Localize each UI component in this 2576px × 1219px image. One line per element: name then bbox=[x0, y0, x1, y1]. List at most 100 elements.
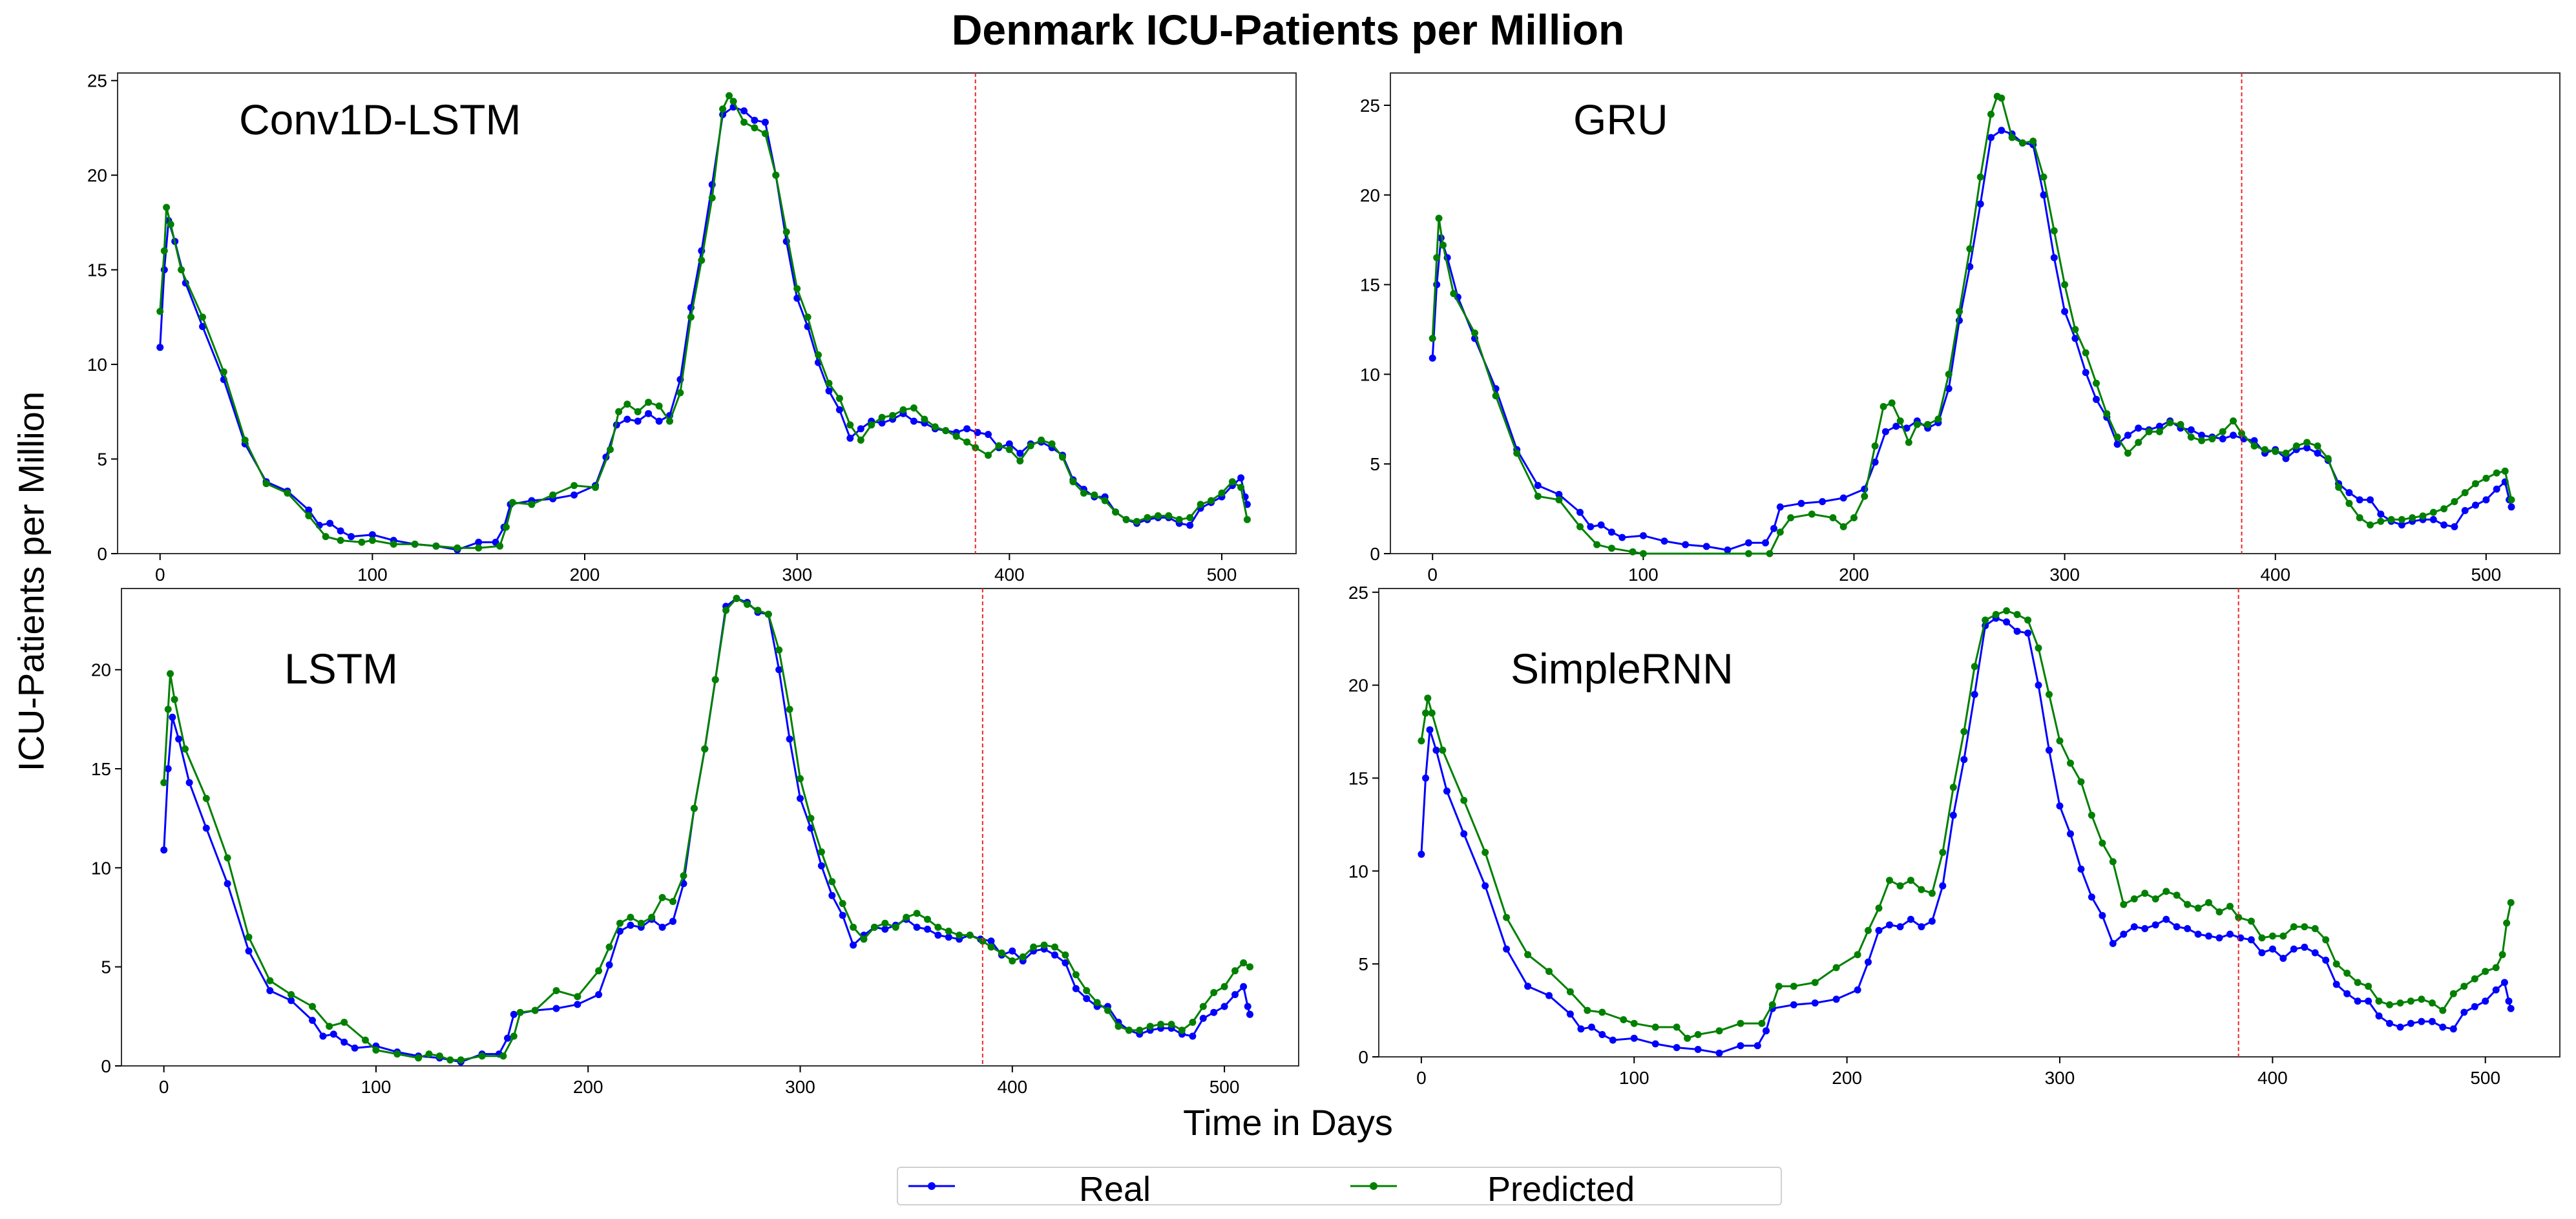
data-point-predicted bbox=[2035, 644, 2042, 652]
data-point-real bbox=[645, 410, 653, 417]
data-point-predicted bbox=[2141, 890, 2149, 897]
x-tick-label: 0 bbox=[1427, 565, 1438, 585]
data-point-predicted bbox=[2003, 607, 2011, 614]
data-point-predicted bbox=[1673, 1023, 1681, 1031]
data-point-predicted bbox=[171, 696, 178, 703]
data-point-predicted bbox=[729, 98, 737, 105]
data-point-predicted bbox=[1896, 417, 1904, 425]
legend-dot-real bbox=[928, 1182, 936, 1190]
data-point-predicted bbox=[899, 406, 907, 413]
data-point-real bbox=[786, 735, 793, 743]
data-point-predicted bbox=[2215, 908, 2223, 916]
data-point-real bbox=[2322, 956, 2330, 964]
data-point-real bbox=[1566, 1010, 1574, 1018]
data-point-predicted bbox=[839, 900, 846, 908]
x-tick-label: 100 bbox=[361, 1077, 392, 1097]
data-point-real bbox=[2301, 943, 2309, 951]
data-point-predicted bbox=[2050, 227, 2058, 234]
data-point-predicted bbox=[913, 910, 921, 917]
data-point-real bbox=[2040, 191, 2047, 199]
data-point-predicted bbox=[797, 775, 804, 782]
data-point-predicted bbox=[2290, 923, 2298, 931]
data-point-predicted bbox=[1240, 959, 1248, 966]
data-point-real bbox=[850, 941, 857, 949]
data-point-predicted bbox=[2177, 421, 2184, 428]
data-point-predicted bbox=[1790, 983, 1797, 990]
data-point-predicted bbox=[2322, 936, 2330, 944]
data-point-predicted bbox=[615, 408, 623, 415]
data-point-real bbox=[224, 880, 231, 888]
data-point-real bbox=[2343, 990, 2351, 997]
x-tick-label: 300 bbox=[2045, 1068, 2075, 1088]
data-point-predicted bbox=[2088, 811, 2095, 819]
data-point-real bbox=[963, 425, 971, 433]
data-point-predicted bbox=[687, 313, 695, 321]
data-point-predicted bbox=[337, 537, 344, 544]
data-point-real bbox=[1244, 1003, 1251, 1010]
data-point-predicted bbox=[2113, 433, 2121, 441]
data-point-real bbox=[1724, 546, 1732, 554]
data-point-real bbox=[319, 1032, 327, 1040]
data-point-predicted bbox=[2303, 439, 2311, 446]
y-tick-label: 25 bbox=[1348, 583, 1368, 603]
data-point-predicted bbox=[2061, 281, 2069, 289]
data-point-predicted bbox=[1896, 882, 1904, 890]
data-point-predicted bbox=[595, 967, 603, 975]
data-point-predicted bbox=[1228, 478, 1236, 486]
data-point-predicted bbox=[1186, 514, 1194, 521]
subplot-gru: 0 100 200 300 400 500 0 5 10 15 20 25 GRU bbox=[1360, 72, 2560, 585]
data-point-predicted bbox=[931, 423, 939, 431]
data-point-real bbox=[605, 961, 613, 969]
data-point-real bbox=[1945, 385, 1953, 393]
data-point-predicted bbox=[2345, 499, 2353, 507]
data-point-predicted bbox=[708, 194, 716, 202]
data-point-real bbox=[623, 415, 631, 423]
data-point-real bbox=[2184, 925, 2192, 932]
data-point-real bbox=[1418, 850, 1425, 858]
data-point-predicted bbox=[1019, 953, 1027, 961]
legend-dot-predicted bbox=[1370, 1182, 1377, 1190]
data-point-predicted bbox=[1168, 1021, 1175, 1028]
data-point-predicted bbox=[2173, 891, 2181, 899]
y-tick-label: 5 bbox=[1358, 954, 1368, 974]
data-point-predicted bbox=[1768, 1001, 1776, 1008]
x-tick-label: 200 bbox=[573, 1077, 603, 1097]
data-point-real bbox=[2377, 510, 2385, 518]
y-tick-label: 25 bbox=[1360, 96, 1380, 116]
data-point-predicted bbox=[726, 92, 733, 99]
data-point-real bbox=[595, 991, 603, 999]
y-tick-label: 10 bbox=[1348, 861, 1368, 881]
data-point-real bbox=[156, 344, 164, 351]
data-point-predicted bbox=[1083, 987, 1091, 994]
data-point-predicted bbox=[1115, 1023, 1122, 1030]
data-point-predicted bbox=[1492, 392, 1500, 400]
data-point-real bbox=[2035, 682, 2042, 689]
data-point-predicted bbox=[1125, 1026, 1133, 1034]
data-point-real bbox=[857, 425, 864, 433]
data-point-predicted bbox=[963, 438, 971, 446]
data-point-predicted bbox=[2205, 899, 2212, 906]
data-point-predicted bbox=[754, 607, 762, 614]
data-point-real bbox=[1051, 951, 1058, 959]
data-point-predicted bbox=[815, 351, 822, 359]
data-point-predicted bbox=[1062, 951, 1069, 959]
data-point-real bbox=[199, 323, 206, 330]
data-point-predicted bbox=[1428, 709, 1436, 717]
data-point-real bbox=[1426, 726, 1434, 734]
data-point-predicted bbox=[2365, 983, 2372, 990]
legend-entry-real: Real bbox=[907, 1168, 1295, 1209]
data-point-real bbox=[2449, 1025, 2457, 1033]
data-point-predicted bbox=[2472, 480, 2479, 488]
y-tick-label: 20 bbox=[87, 165, 107, 185]
data-point-real bbox=[1231, 991, 1239, 999]
data-point-predicted bbox=[1694, 1031, 1702, 1038]
data-point-predicted bbox=[571, 482, 578, 490]
data-point-real bbox=[2099, 912, 2106, 919]
data-point-real bbox=[2508, 503, 2515, 511]
data-point-predicted bbox=[1051, 943, 1058, 951]
data-point-predicted bbox=[817, 848, 825, 856]
data-point-predicted bbox=[309, 1003, 316, 1010]
data-point-real bbox=[2428, 1017, 2436, 1025]
data-point-real bbox=[1199, 1014, 1207, 1022]
